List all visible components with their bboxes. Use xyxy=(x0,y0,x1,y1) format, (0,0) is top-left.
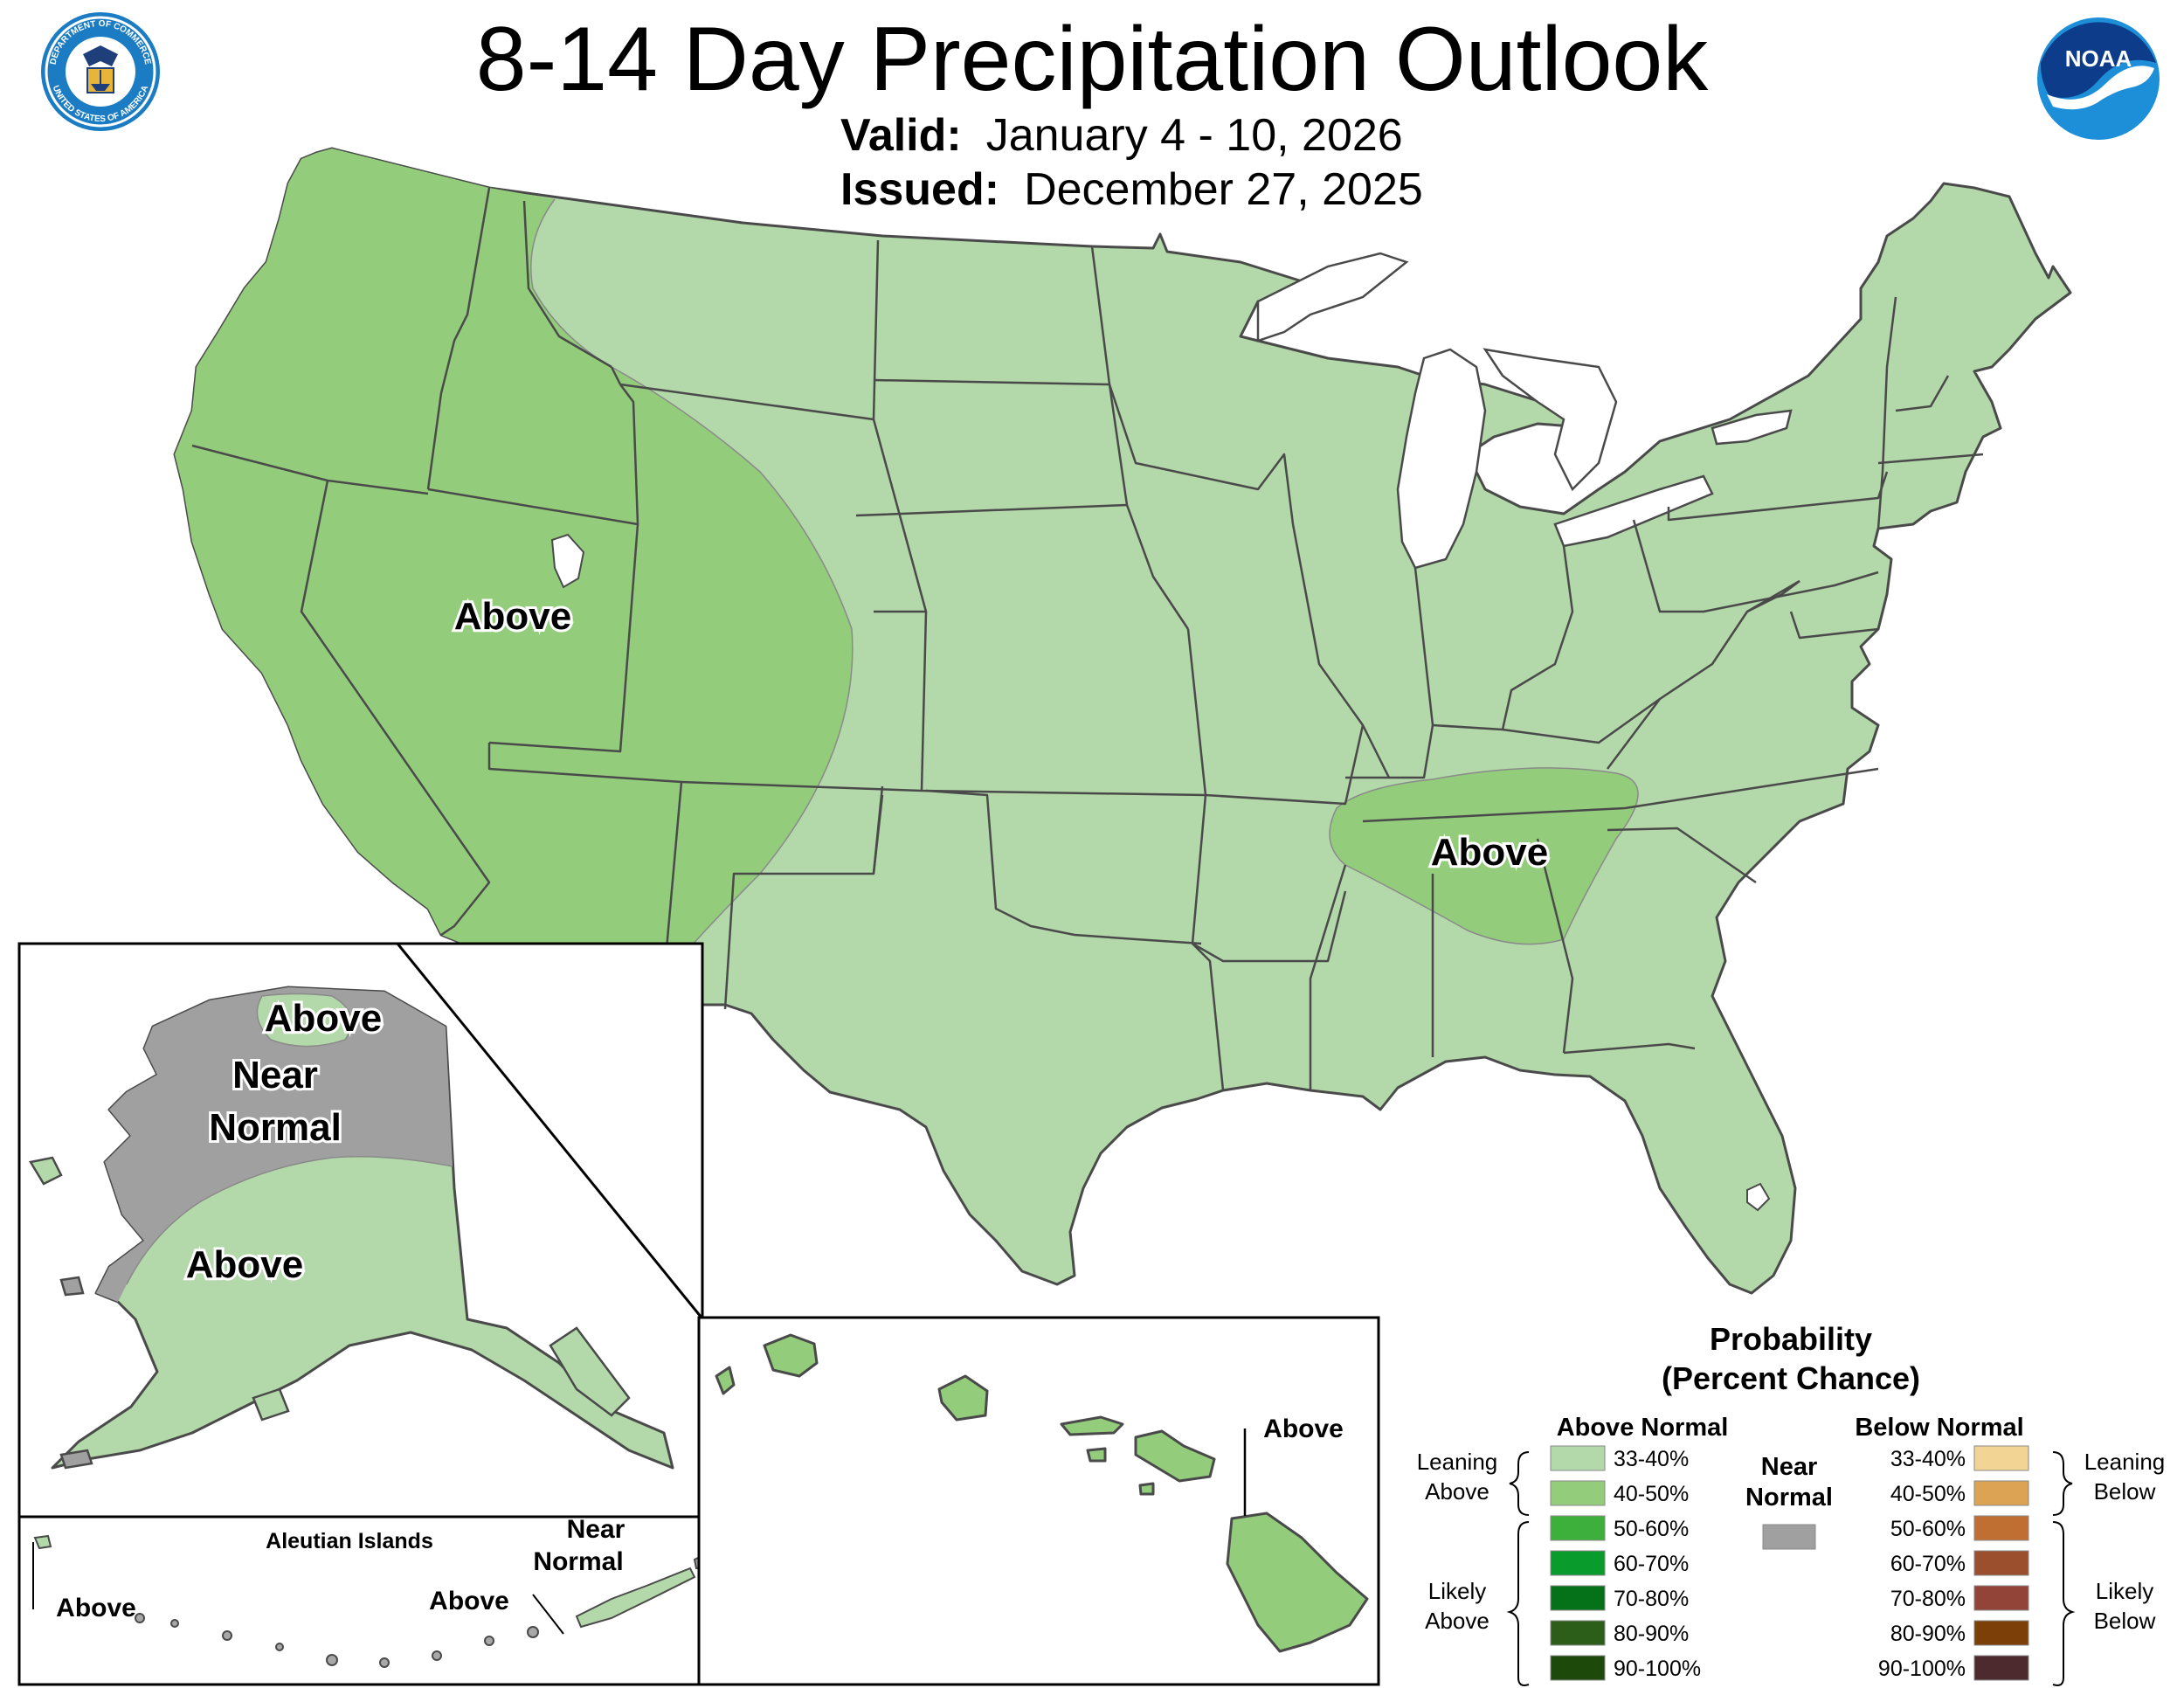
legend-likely-below-line2: Below xyxy=(2094,1608,2156,1634)
legend-above-swatch xyxy=(1550,1585,1606,1611)
hawaii-above-label: Above xyxy=(1263,1415,1344,1443)
aleutian-near-label-line1: Near xyxy=(567,1515,625,1544)
legend-above-swatch xyxy=(1550,1620,1606,1646)
legend-below-swatch-label: 50-60% xyxy=(1890,1517,1966,1541)
legend-above-swatch xyxy=(1550,1515,1606,1541)
legend-near-normal-line2: Normal xyxy=(1745,1484,1833,1512)
commerce-seal-logo: DEPARTMENT OF COMMERCE UNITED STATES OF … xyxy=(41,12,160,131)
valid-dates: January 4 - 10, 2026 xyxy=(985,110,1403,161)
above-40-50-west xyxy=(175,149,853,1022)
legend-below-swatch xyxy=(1973,1655,2029,1681)
legend-title-line1: Probability xyxy=(1710,1321,1872,1357)
legend-leaning-below-line1: Leaning xyxy=(2084,1449,2166,1475)
conus-map: Above Above xyxy=(173,147,2072,1295)
conus-above-label-west: Above xyxy=(454,595,571,638)
map-title: 8-14 Day Precipitation Outlook xyxy=(475,9,1709,110)
alaska-near-label-line1: Near xyxy=(232,1054,318,1097)
aleutian-above-label-west: Above xyxy=(56,1594,136,1622)
legend-above-swatches: 33-40% 40-50% 50-60% 60-70% 70-80% 80-90% 90-1… xyxy=(1550,1445,1701,1681)
legend-below-swatch-label: 33-40% xyxy=(1890,1447,1966,1471)
legend-near-normal-line1: Near xyxy=(1761,1453,1818,1481)
alaska-above-north xyxy=(256,993,352,1048)
legend-above-swatch-label: 90-100% xyxy=(1614,1657,1701,1681)
legend-above-swatch-label: 40-50% xyxy=(1614,1482,1689,1506)
legend-above-swatch xyxy=(1550,1655,1606,1681)
aleutian-title: Aleutian Islands xyxy=(266,1529,433,1553)
legend-below-swatch-label: 60-70% xyxy=(1890,1552,1966,1576)
legend-below-swatch-label: 80-90% xyxy=(1890,1622,1966,1646)
legend-below-swatch xyxy=(1973,1515,2029,1541)
legend-below-swatch-label: 40-50% xyxy=(1890,1482,1966,1506)
legend-likely-above-line1: Likely xyxy=(1428,1578,1486,1604)
legend-above-swatch-label: 80-90% xyxy=(1614,1622,1689,1646)
legend-likely-above-line2: Above xyxy=(1425,1608,1489,1634)
alaska-near-normal-region xyxy=(96,987,453,1302)
aleutian-near-label-line2: Normal xyxy=(533,1547,623,1576)
alaska-inset: Above Near Normal Above xyxy=(17,942,704,1519)
legend-leaning-below-line2: Below xyxy=(2094,1478,2156,1505)
noaa-logo: NOAA xyxy=(2037,17,2160,140)
legend: Probability (Percent Chance) Above Norma… xyxy=(1417,1321,2166,1686)
legend-title-line2: (Percent Chance) xyxy=(1662,1360,1920,1396)
aleutian-inset: Aleutian Islands Above Above Near Normal xyxy=(17,1515,704,1686)
legend-near-normal-swatch xyxy=(1762,1524,1816,1550)
legend-below-swatch-label: 90-100% xyxy=(1878,1657,1966,1681)
lake-okeechobee xyxy=(1746,1182,1771,1212)
legend-above-header: Above Normal xyxy=(1557,1414,1729,1442)
legend-above-swatch-label: 60-70% xyxy=(1614,1552,1689,1576)
legend-likely-below-line1: Likely xyxy=(2096,1578,2153,1604)
legend-leaning-above-line1: Leaning xyxy=(1417,1449,1498,1475)
legend-below-header: Below Normal xyxy=(1855,1414,2023,1442)
legend-leaning-above-line2: Above xyxy=(1425,1478,1489,1505)
alaska-above-label-north: Above xyxy=(265,997,382,1040)
legend-above-swatch xyxy=(1550,1480,1606,1506)
legend-above-swatch-label: 70-80% xyxy=(1614,1587,1689,1611)
alaska-near-label-line2: Normal xyxy=(209,1106,342,1149)
issued-date: December 27, 2025 xyxy=(1024,164,1423,215)
legend-below-swatch xyxy=(1973,1620,2029,1646)
legend-below-swatch xyxy=(1973,1550,2029,1576)
legend-above-swatch xyxy=(1550,1550,1606,1576)
legend-above-swatch-label: 50-60% xyxy=(1614,1517,1689,1541)
aleutian-above-label-east: Above xyxy=(429,1587,509,1615)
issued-line: Issued: December 27, 2025 xyxy=(840,163,1423,216)
hawaii-inset: Above xyxy=(697,1316,1380,1686)
legend-below-swatch xyxy=(1973,1585,2029,1611)
legend-below-swatch xyxy=(1973,1445,2029,1471)
conus-above-label-southeast: Above xyxy=(1431,831,1548,874)
legend-above-swatch-label: 33-40% xyxy=(1614,1447,1689,1471)
valid-label: Valid: xyxy=(840,110,962,161)
great-lakes xyxy=(1256,252,1793,570)
legend-below-swatch-label: 70-80% xyxy=(1890,1587,1966,1611)
issued-label: Issued: xyxy=(840,164,1000,215)
noaa-logo-text: NOAA xyxy=(2065,45,2132,72)
state-boundaries xyxy=(191,187,1984,1091)
great-salt-lake xyxy=(550,533,585,589)
valid-line: Valid: January 4 - 10, 2026 xyxy=(840,109,1403,162)
alaska-above-label-south: Above xyxy=(186,1243,303,1286)
legend-below-swatch xyxy=(1973,1480,2029,1506)
legend-above-swatch xyxy=(1550,1445,1606,1471)
legend-below-swatches: 33-40% 40-50% 50-60% 60-70% 70-80% 80-90% 90-1… xyxy=(1878,1445,2029,1681)
